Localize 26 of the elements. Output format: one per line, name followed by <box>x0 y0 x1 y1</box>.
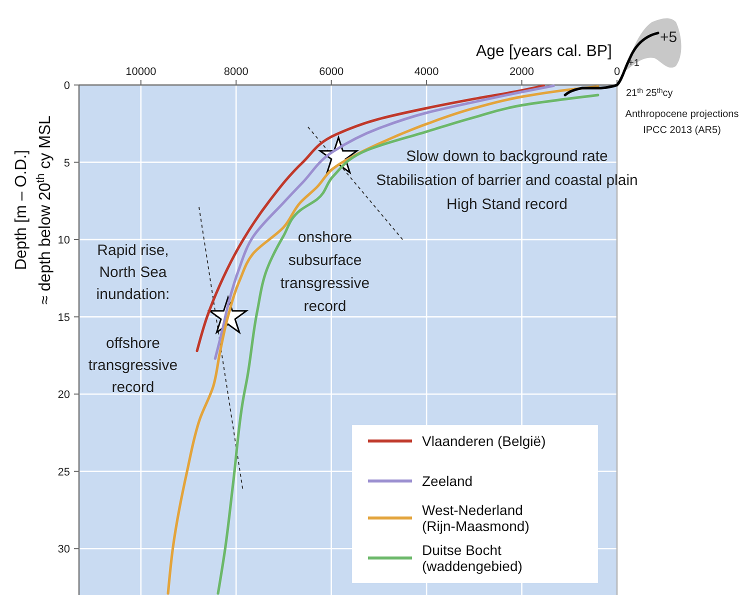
annotation: Rapid rise, North Sea inundation: <box>96 242 170 303</box>
text: +1 <box>628 58 640 69</box>
annotation: offshore transgressive record <box>88 335 178 396</box>
text: +5 <box>660 29 678 46</box>
text: Anthropocene projections IPCC 2013 (AR5) <box>625 109 739 136</box>
x-axis-title: Age [years cal. BP] <box>476 43 612 60</box>
legend-label: Vlaanderen (België) <box>422 433 546 449</box>
x-tick-label: 4000 <box>414 66 439 78</box>
y-tick-label: 10 <box>58 234 70 247</box>
x-tick-label: 10000 <box>126 66 156 78</box>
y-tick-label: 20 <box>58 389 70 402</box>
y-tick-label: 5 <box>64 157 70 170</box>
annotation: onshore subsurface transgressive record <box>280 229 370 315</box>
legend-label: Zeeland <box>422 473 473 489</box>
legend-label: West-Nederland (Rijn-Maasmond) <box>422 502 530 534</box>
x-tick-label: 0 <box>614 66 620 78</box>
y-tick-label: 15 <box>58 312 70 324</box>
text: 21$^{th}$ 25$^{th}$cy <box>626 86 673 99</box>
legend-label: Duitse Bocht (waddengebied) <box>422 542 522 574</box>
y-tick-label: 25 <box>58 466 70 478</box>
y-tick-label: 30 <box>58 544 70 556</box>
x-tick-label: 8000 <box>224 66 248 78</box>
y-tick-label: 0 <box>64 80 70 92</box>
x-tick-label: 2000 <box>510 66 534 78</box>
x-tick-label: 6000 <box>319 66 344 78</box>
annotation: Slow down to background rate Stabilisation of barrier and coastal plain High Stand record <box>376 148 638 213</box>
